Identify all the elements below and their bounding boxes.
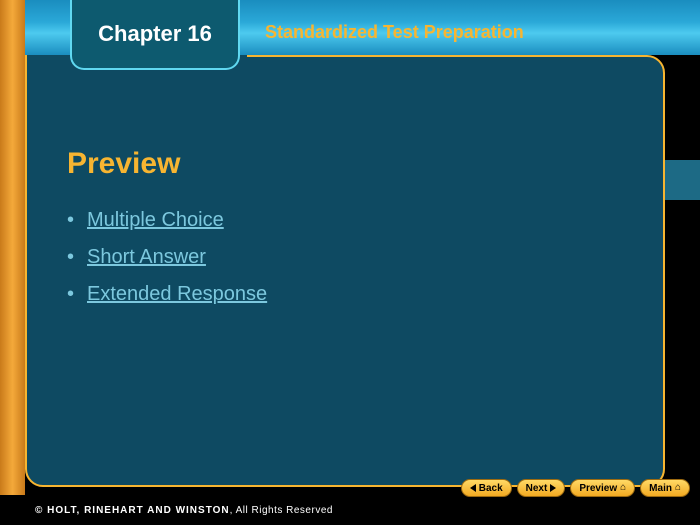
left-accent-bar <box>0 0 25 495</box>
main-label: Main <box>649 483 672 494</box>
copyright-bold: © HOLT, RINEHART AND WINSTON <box>35 505 230 516</box>
preview-label: Preview <box>579 483 617 494</box>
main-button[interactable]: Main ⌂ <box>640 479 690 497</box>
triangle-left-icon <box>470 484 476 492</box>
link-multiple-choice[interactable]: Multiple Choice <box>87 209 224 231</box>
bullet-icon: • <box>67 209 87 232</box>
preview-link-list: •Multiple Choice •Short Answer •Extended… <box>67 209 623 306</box>
chapter-tab: Chapter 16 <box>70 0 240 70</box>
preview-button[interactable]: Preview ⌂ <box>570 479 635 497</box>
bullet-icon: • <box>67 283 87 306</box>
right-accent-block <box>665 160 700 200</box>
copyright-text: © HOLT, RINEHART AND WINSTON, All Rights… <box>0 505 333 516</box>
triangle-right-icon <box>550 484 556 492</box>
copyright-rest: , All Rights Reserved <box>230 505 333 516</box>
main-content-panel: Preview •Multiple Choice •Short Answer •… <box>25 55 665 487</box>
bullet-icon: • <box>67 246 87 269</box>
section-title: Standardized Test Preparation <box>265 22 524 43</box>
link-extended-response[interactable]: Extended Response <box>87 283 267 305</box>
home-icon: ⌂ <box>675 483 681 493</box>
list-item: •Multiple Choice <box>67 209 623 232</box>
next-button[interactable]: Next <box>517 479 566 497</box>
nav-button-row: Back Next Preview ⌂ Main ⌂ <box>461 479 690 497</box>
link-short-answer[interactable]: Short Answer <box>87 246 206 268</box>
footer-bar: © HOLT, RINEHART AND WINSTON, All Rights… <box>0 495 700 525</box>
back-label: Back <box>479 483 503 494</box>
back-button[interactable]: Back <box>461 479 512 497</box>
preview-heading: Preview <box>67 147 623 181</box>
next-label: Next <box>526 483 548 494</box>
list-item: •Extended Response <box>67 283 623 306</box>
home-icon: ⌂ <box>620 483 626 493</box>
chapter-label: Chapter 16 <box>98 21 212 47</box>
list-item: •Short Answer <box>67 246 623 269</box>
